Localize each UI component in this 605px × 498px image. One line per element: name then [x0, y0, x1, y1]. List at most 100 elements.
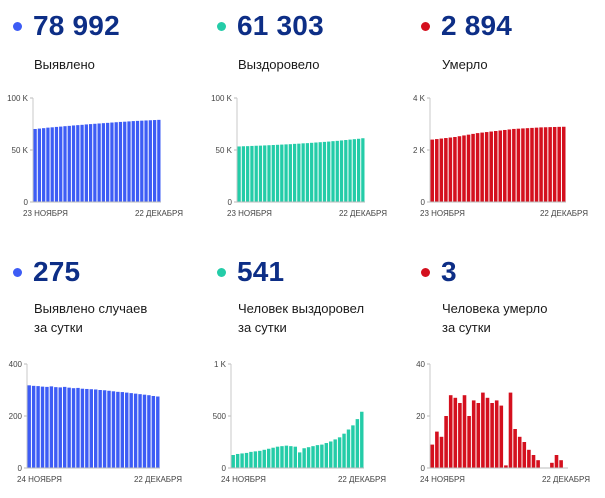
bar	[244, 452, 249, 468]
bar	[27, 385, 31, 468]
panel-detected-daily: 275 Выявлено случаев за сутки 0 200 400 24 Н…	[0, 252, 195, 497]
bar	[67, 125, 71, 202]
bar	[297, 143, 301, 202]
bar	[430, 444, 435, 468]
bar	[444, 138, 448, 202]
bar	[476, 403, 481, 468]
bar	[561, 126, 566, 202]
bar	[144, 120, 148, 202]
bar	[301, 143, 305, 202]
bar	[151, 395, 156, 468]
deaths-total-value: 2 894	[441, 10, 513, 41]
recovered-daily-label: Человек выздоровел за сутки	[238, 301, 365, 335]
bar	[504, 465, 508, 468]
bar	[475, 133, 480, 202]
bar	[140, 120, 144, 202]
bar	[284, 144, 288, 202]
bar	[106, 122, 110, 202]
bar	[322, 141, 327, 202]
bar	[142, 394, 147, 468]
bar	[435, 139, 439, 202]
bar	[453, 397, 458, 468]
y-tick-label: 100 K	[211, 94, 233, 103]
panel-deaths-total: 2 894 Умерло 0 2 K 4 K 23 НОЯБРЯ 22 ДЕКАБРЯ	[408, 0, 603, 245]
bar	[40, 386, 45, 468]
bar	[439, 436, 444, 468]
bar	[448, 137, 453, 202]
bar	[45, 386, 49, 468]
bar	[329, 441, 333, 468]
bar	[37, 128, 42, 202]
bar	[462, 135, 466, 202]
bar	[84, 124, 88, 202]
bar	[355, 419, 360, 468]
bar	[123, 121, 127, 202]
bar	[480, 132, 484, 202]
bar	[94, 389, 98, 468]
bar	[97, 123, 101, 202]
bar	[471, 400, 476, 468]
deaths-total-label: Умерло	[442, 57, 488, 72]
bar	[531, 455, 536, 468]
bar	[80, 388, 85, 468]
recovered-daily-value: 541	[237, 256, 285, 287]
bar	[246, 146, 250, 202]
detected-total-chart: 0 50 K 100 K 23 НОЯБРЯ 22 ДЕКАБРЯ	[7, 94, 183, 218]
bar	[101, 123, 106, 202]
bar	[125, 392, 129, 468]
bar	[289, 446, 293, 468]
bar	[525, 128, 530, 202]
deaths-daily-value: 3	[441, 256, 457, 287]
bar	[262, 449, 266, 468]
deaths-total-chart: 0 2 K 4 K 23 НОЯБРЯ 22 ДЕКАБРЯ	[413, 94, 588, 218]
bar	[539, 127, 543, 202]
bar	[263, 145, 267, 202]
bar	[118, 121, 123, 202]
bar	[536, 460, 540, 468]
bar	[89, 389, 93, 468]
bar	[512, 128, 516, 202]
bar	[71, 125, 76, 202]
bar	[271, 145, 275, 202]
bar	[458, 403, 462, 468]
bar	[93, 123, 97, 202]
x-tick-label-end: 22 ДЕКАБРЯ	[135, 209, 183, 218]
bar	[156, 396, 160, 468]
y-tick-label: 100 K	[7, 94, 29, 103]
bar	[54, 126, 59, 202]
bar	[513, 429, 517, 468]
bar	[85, 388, 89, 468]
bar	[356, 138, 361, 202]
bar	[320, 444, 324, 468]
y-tick-label: 1 K	[214, 360, 227, 369]
bar	[102, 390, 107, 468]
bar	[493, 131, 498, 202]
y-tick-label: 50 K	[216, 146, 233, 155]
bar	[360, 411, 364, 468]
panel-detected-total: 78 992 Выявлено 0 50 K 100 K 23 НОЯБРЯ 22 ДЕ…	[0, 0, 195, 245]
y-tick-label: 0	[24, 198, 29, 207]
bar	[54, 387, 58, 468]
bar	[494, 400, 499, 468]
bar	[331, 141, 335, 202]
bar	[516, 128, 521, 202]
panel-recovered-total: 61 303 Выздоровело 0 50 K 100 K 23 НОЯБРЯ 22…	[204, 0, 399, 245]
bar	[435, 431, 439, 468]
deaths-daily-chart: 0 20 40 24 НОЯБРЯ 22 ДЕКАБРЯ	[416, 360, 590, 484]
series-dot-icon	[421, 22, 430, 31]
bar	[444, 416, 448, 468]
bar	[453, 137, 457, 202]
bar	[237, 146, 241, 202]
bar	[471, 133, 475, 202]
bar	[522, 442, 527, 468]
panel-deaths-daily: 3 Человека умерло за сутки 0 20 40 24 НОЯБРЯ…	[408, 252, 603, 497]
bar	[271, 447, 275, 468]
bar	[36, 386, 40, 468]
bar	[42, 128, 46, 202]
x-tick-label-start: 24 НОЯБРЯ	[17, 475, 62, 484]
bar	[76, 387, 80, 468]
deaths-daily-label: Человека умерло за сутки	[442, 301, 548, 335]
bar	[280, 144, 284, 202]
bar	[275, 446, 280, 468]
bar	[280, 446, 284, 468]
